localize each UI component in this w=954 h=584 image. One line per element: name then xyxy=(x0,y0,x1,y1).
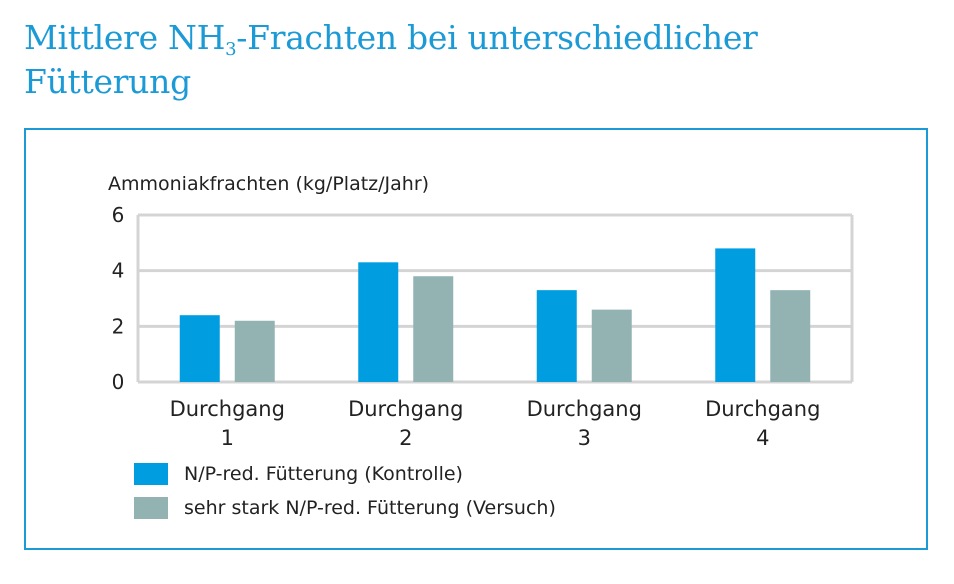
legend-swatch-versuch xyxy=(134,497,168,519)
bar-versuch xyxy=(234,320,275,382)
x-tick-label: Durchgang xyxy=(348,397,463,421)
x-tick-label: Durchgang xyxy=(705,397,820,421)
y-axis-label: Ammoniakfrachten (kg/Platz/Jahr) xyxy=(108,173,429,195)
y-tick-label: 4 xyxy=(112,259,125,283)
legend-item-kontrolle: N/P-red. Fütterung (Kontrolle) xyxy=(134,458,556,490)
legend-label-kontrolle: N/P-red. Fütterung (Kontrolle) xyxy=(184,463,463,485)
bar-versuch xyxy=(591,309,632,382)
x-tick-label: 1 xyxy=(221,426,234,450)
chart-title: Mittlere NH3-Frachten bei unterschiedlic… xyxy=(24,16,934,104)
bar-kontrolle xyxy=(358,262,399,382)
title-prefix: Mittlere NH xyxy=(24,18,226,57)
bar-kontrolle xyxy=(715,248,756,382)
y-tick-label: 2 xyxy=(112,314,125,338)
title-subscript: 3 xyxy=(225,39,237,60)
bar-kontrolle xyxy=(536,290,577,382)
x-tick-label: Durchgang xyxy=(527,397,642,421)
x-tick-label: 2 xyxy=(399,426,412,450)
bar-kontrolle xyxy=(179,315,220,382)
x-tick-label: 3 xyxy=(578,426,591,450)
legend-item-versuch: sehr stark N/P-red. Fütterung (Versuch) xyxy=(134,492,556,524)
legend-label-versuch: sehr stark N/P-red. Fütterung (Versuch) xyxy=(184,497,556,519)
legend: N/P-red. Fütterung (Kontrolle) sehr star… xyxy=(134,458,556,526)
x-tick-label: Durchgang xyxy=(170,397,285,421)
chart-frame: Ammoniakfrachten (kg/Platz/Jahr) 0 2 4 6 Durc… xyxy=(24,128,928,550)
y-tick-label: 6 xyxy=(112,203,125,227)
legend-swatch-kontrolle xyxy=(134,463,168,485)
bar-chart: Ammoniakfrachten (kg/Platz/Jahr) 0 2 4 6 Durc… xyxy=(108,173,854,450)
title-suffix: -Frachten bei unterschiedlicher Fütterun… xyxy=(24,18,758,101)
bar-versuch xyxy=(770,290,811,382)
x-tick-label: 4 xyxy=(756,426,769,450)
y-tick-label: 0 xyxy=(112,370,125,394)
bar-versuch xyxy=(413,276,454,382)
